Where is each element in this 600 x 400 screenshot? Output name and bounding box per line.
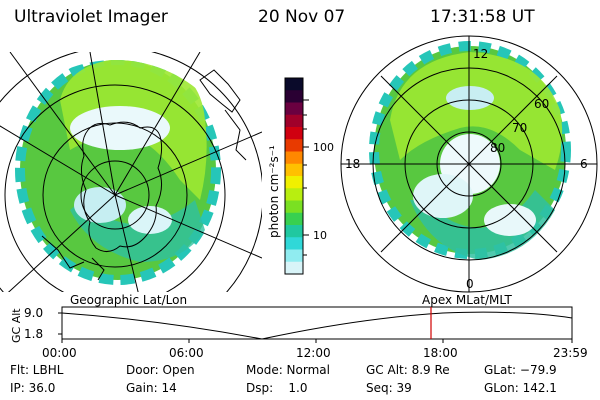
gain-status: Gain: 14 — [126, 381, 177, 395]
mode-status: Mode: Normal — [246, 363, 330, 377]
colorbar-segment — [285, 139, 303, 153]
mlt-label-top: 12 — [473, 47, 488, 61]
gc-alt-status: GC Alt: 8.9 Re — [366, 363, 450, 377]
continent-outline — [80, 121, 163, 252]
mlt-label-left: 18 — [345, 157, 360, 171]
xtick-1800: 18:00 — [423, 346, 458, 360]
colorbar-segment — [285, 188, 303, 202]
glon-status: GLon: 142.1 — [484, 381, 557, 395]
lat-lon-grid — [0, 52, 262, 292]
colorbar-segment — [285, 127, 303, 140]
mlt-label-bottom: 0 — [466, 277, 474, 291]
geographic-map — [0, 52, 262, 292]
altitude-ytick-low: 1.8 — [24, 327, 43, 341]
ip-status: IP: 36.0 — [10, 381, 56, 395]
mlat-mlt-map — [340, 35, 598, 293]
door-status: Door: Open — [126, 363, 195, 377]
aurora-gap-left — [70, 106, 170, 150]
xtick-0000: 00:00 — [42, 346, 77, 360]
colorbar-segment — [285, 261, 303, 275]
observation-time: 17:31:58 UT — [430, 7, 535, 27]
mlat-label-80: 80 — [490, 141, 505, 155]
observation-date: 20 Nov 07 — [258, 7, 346, 27]
xtick-1200: 12:00 — [296, 346, 331, 360]
colorbar-segment — [285, 212, 303, 226]
altitude-curve — [61, 311, 573, 340]
right-map-label: Apex MLat/MLT — [422, 293, 512, 307]
mlt-label-right: 6 — [580, 157, 588, 171]
xtick-2359: 23:59 — [553, 346, 588, 360]
colorbar-segment — [285, 90, 303, 104]
instrument-title: Ultraviolet Imager — [14, 7, 168, 27]
colorbar-segment — [285, 78, 303, 91]
colorbar-segment — [285, 102, 303, 116]
color-bar — [284, 77, 304, 275]
colorbar-tick-10: 10 — [313, 229, 327, 242]
altitude-ylabel: GC Alt — [10, 308, 23, 343]
glat-status: GLat: −79.9 — [484, 363, 557, 377]
colorbar-segment — [285, 163, 303, 177]
mlat-label-70: 70 — [512, 121, 527, 135]
colorbar-segment — [285, 114, 303, 128]
seq-status: Seq: 39 — [366, 381, 412, 395]
mlat-label-60: 60 — [534, 97, 549, 111]
colorbar-tick-100: 100 — [313, 141, 334, 154]
colorbar-segment — [285, 237, 303, 251]
xtick-0600: 06:00 — [169, 346, 204, 360]
colorbar-segment — [285, 151, 303, 165]
colorbar-segment — [285, 200, 303, 214]
colorbar-segment — [285, 249, 303, 263]
left-map-label: Geographic Lat/Lon — [70, 293, 187, 307]
altitude-plot — [58, 306, 573, 343]
colorbar-segment — [285, 225, 303, 238]
altitude-ytick-high: 9.0 — [24, 306, 43, 320]
colorbar-unit-label: photon cm⁻²s⁻¹ — [267, 145, 281, 238]
colorbar-frame — [284, 77, 304, 275]
dsp-status: Dsp: 1.0 — [246, 381, 308, 395]
colorbar-segment — [285, 176, 303, 189]
filter-status: Flt: LBHL — [10, 363, 64, 377]
